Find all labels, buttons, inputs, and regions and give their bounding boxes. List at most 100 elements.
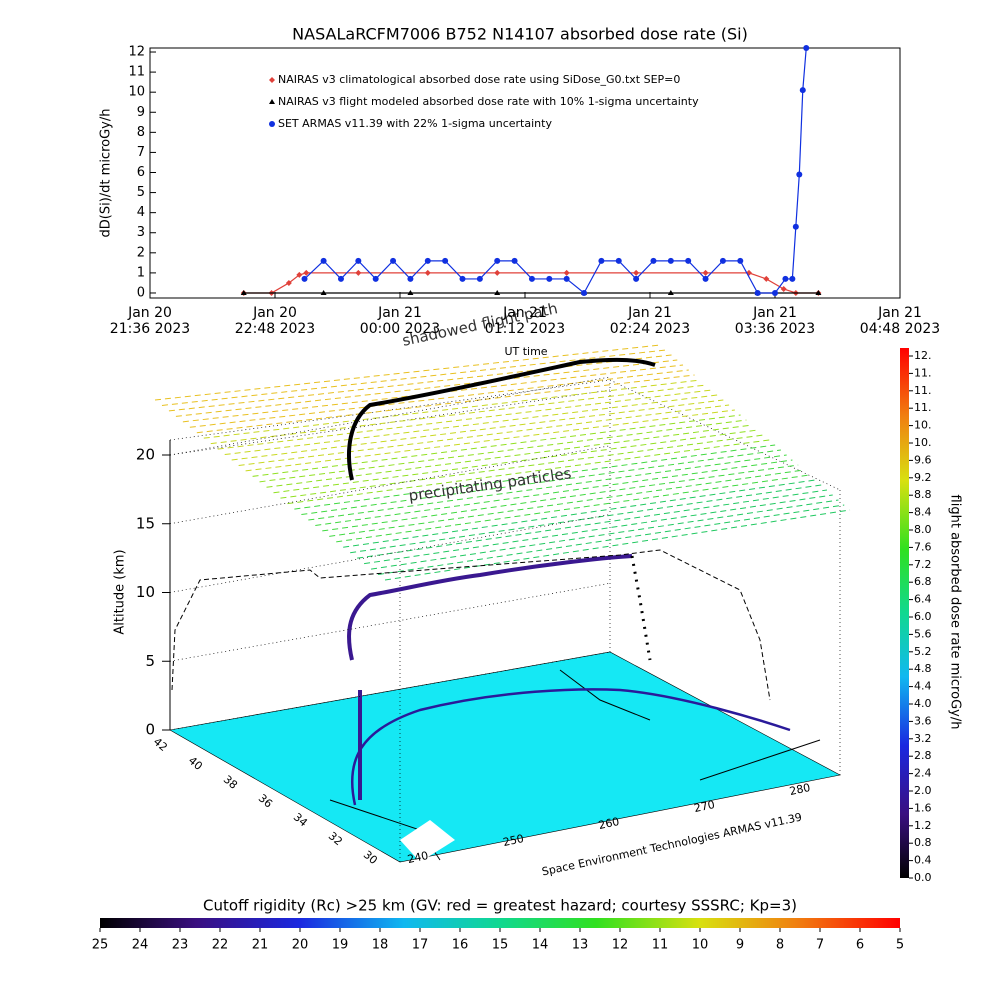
colorbar-tick-label: 9.2 (914, 471, 932, 484)
marker (303, 269, 310, 276)
y-tick-label: 0 (137, 285, 145, 300)
flight-path-mid (347, 554, 633, 800)
colorbar-tick-label: 7.2 (914, 558, 932, 571)
x-tick-label: 21:36 2023 (110, 321, 190, 337)
marker (372, 275, 379, 282)
box-top (169, 379, 841, 491)
marker (789, 275, 796, 282)
colorbar-tick-label: 9.6 (914, 453, 932, 466)
x-tick-label: 00:00 2023 (360, 321, 440, 337)
marker (792, 223, 799, 230)
colorbar-tick-label: 11. (914, 366, 932, 379)
layer-line (189, 369, 689, 428)
altitude-tick-label: 15 (136, 514, 155, 532)
layer-line (203, 379, 701, 439)
legend-label: SET ARMAS v11.39 with 22% 1-sigma uncert… (278, 117, 552, 130)
marker (815, 289, 822, 295)
layer-line (154, 344, 661, 401)
colorbar-tick-label: 13 (572, 938, 589, 953)
x-tick-label: 01:12 2023 (485, 321, 565, 337)
marker (633, 269, 640, 276)
marker (598, 257, 605, 264)
marker (546, 275, 553, 282)
marker (737, 257, 744, 264)
layer-line (384, 509, 851, 581)
flight-path-drop (630, 555, 652, 661)
colorbar-tick-label: 10. (914, 436, 932, 449)
marker (407, 289, 414, 295)
colorbar-tick-label: 5.2 (914, 645, 932, 658)
y-tick-label: 3 (137, 225, 145, 240)
layer-line (370, 499, 839, 570)
marker (459, 275, 466, 282)
x-axis-label: UT time (504, 345, 547, 358)
altitude-tick-label: 5 (145, 652, 155, 670)
marker (799, 87, 806, 94)
layer-line (266, 424, 753, 488)
layer-line (238, 404, 730, 466)
layer-line (217, 389, 712, 450)
colorbar-tick-label: 22 (212, 938, 229, 953)
colorbar-tick-label: 18 (372, 938, 389, 953)
y-tick-label: 9 (137, 105, 145, 120)
marker (355, 257, 362, 264)
legend-marker (269, 77, 275, 83)
flight-path-ground (350, 688, 791, 806)
layer-line (252, 414, 741, 477)
grid-line (169, 651, 611, 731)
marker (528, 275, 535, 282)
marker (320, 289, 327, 295)
altitude-tick-label: 10 (136, 583, 155, 601)
marker (424, 257, 431, 264)
latitude-label: 40 (186, 754, 205, 773)
x-tick-date: Jan 21 (752, 305, 797, 321)
flight-path-top (347, 357, 656, 481)
y-tick-label: 8 (137, 125, 145, 140)
layer-line (308, 454, 787, 521)
layer-line (315, 459, 793, 526)
layer-line (273, 429, 758, 494)
colorbar-tick-label: 24 (132, 938, 149, 953)
legend-label: NAIRAS v3 climatological absorbed dose r… (278, 73, 680, 86)
altitude-label: Altitude (km) (113, 549, 128, 634)
marker (772, 289, 778, 296)
y-tick-label: 7 (137, 145, 145, 160)
colorbar-tick-label: 15 (492, 938, 509, 953)
x-tick-date: Jan 21 (377, 305, 422, 321)
marker (494, 257, 501, 264)
layer-line (357, 489, 828, 559)
layer-line (322, 464, 799, 532)
x-tick-label: 04:48 2023 (860, 321, 940, 337)
x-tick-date: Jan 21 (627, 305, 672, 321)
legend-marker (269, 99, 275, 104)
layer-line (377, 504, 845, 576)
y-tick-label: 4 (137, 205, 145, 220)
y-tick-label: 1 (137, 265, 145, 280)
colorbar-tick-label: 2.4 (914, 767, 932, 780)
marker (667, 289, 674, 295)
marker (581, 289, 588, 296)
latitude-label: 38 (221, 773, 240, 792)
colorbar-tick-label: 12. (914, 349, 932, 362)
colorbar-tick-label: 4.0 (914, 697, 932, 710)
x-tick-date: Jan 21 (502, 305, 547, 321)
rigidity-colorbar-label: Cutoff rigidity (Rc) >25 km (GV: red = g… (203, 897, 797, 915)
longitude-label: 280 (788, 781, 811, 798)
y-tick-label: 11 (128, 65, 145, 80)
layer-line (294, 444, 776, 510)
layer-line (231, 399, 724, 461)
marker (301, 275, 308, 282)
colorbar-tick-label: 4.4 (914, 680, 932, 693)
y-tick-label: 10 (128, 85, 145, 100)
y-tick-label: 5 (137, 185, 145, 200)
colorbar-tick-label: 8.0 (914, 523, 932, 536)
colorbar-tick-label: 6 (856, 938, 864, 953)
layer-line (336, 474, 810, 543)
colorbar-tick-label: 6.8 (914, 575, 932, 588)
precipitating-layer (154, 344, 851, 581)
x-tick-label: 02:24 2023 (610, 321, 690, 337)
layer-line (245, 409, 735, 472)
layer-line (168, 354, 672, 412)
series-line (243, 272, 819, 294)
colorbar-tick-label: 17 (412, 938, 429, 953)
